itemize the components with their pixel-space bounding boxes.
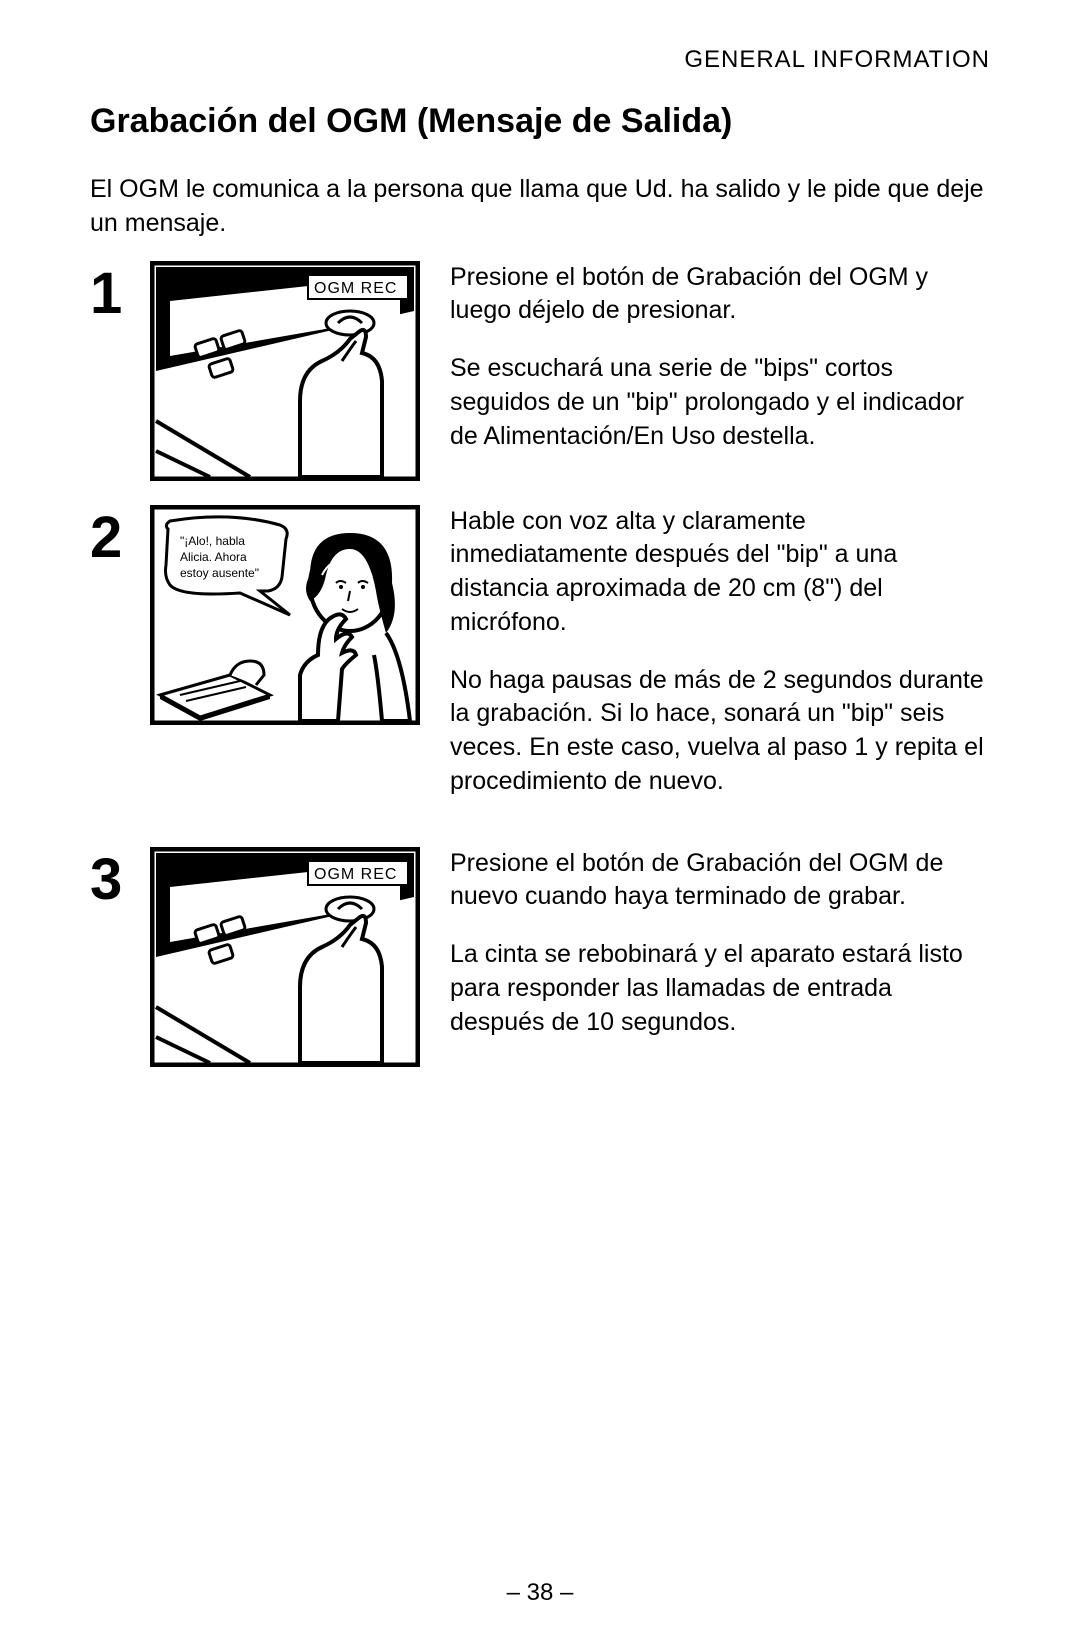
ogm-rec-label: OGM REC [314, 280, 397, 297]
intro-paragraph: El OGM le comunica a la persona que llam… [90, 173, 990, 241]
manual-page: GENERAL INFORMATION Grabación del OGM (M… [0, 0, 1080, 1647]
steps-list: 1 OGM REC [90, 261, 990, 1091]
step-number: 3 [90, 847, 150, 1067]
ogm-press-illustration-icon: OGM REC [150, 261, 420, 481]
step-figure: OGM REC [150, 261, 420, 481]
paragraph: No haga pausas de más de 2 segundos dura… [450, 664, 990, 799]
paragraph: Hable con voz alta y claramente inmediat… [450, 505, 990, 640]
step-figure: OGM REC [150, 847, 420, 1067]
paragraph: Presione el botón de Grabación del OGM d… [450, 847, 990, 915]
paragraph: Presione el botón de Grabación del OGM y… [450, 261, 990, 329]
step-number: 1 [90, 261, 150, 481]
step-text: Presione el botón de Grabación del OGM d… [450, 847, 990, 1067]
person-speaking-illustration-icon: "¡Alo!, habla Alicia. Ahora estoy ausent… [150, 505, 420, 725]
bubble-line: Alicia. Ahora [180, 550, 247, 564]
step-number: 2 [90, 505, 150, 823]
paragraph: Se escuchará una serie de "bips" cortos … [450, 352, 990, 453]
bubble-line: estoy ausente" [180, 566, 259, 580]
ogm-rec-label: OGM REC [314, 866, 397, 883]
step-1: 1 OGM REC [90, 261, 990, 481]
step-text: Hable con voz alta y claramente inmediat… [450, 505, 990, 823]
step-3: 3 OGM REC [90, 847, 990, 1067]
step-2: 2 "¡Alo!, habla Alicia. Ahora estoy ause… [90, 505, 990, 823]
bubble-line: "¡Alo!, habla [180, 534, 245, 548]
running-header: GENERAL INFORMATION [90, 46, 990, 74]
page-number: – 38 – [0, 1579, 1080, 1607]
ogm-press-illustration-icon: OGM REC [150, 847, 420, 1067]
step-figure: "¡Alo!, habla Alicia. Ahora estoy ausent… [150, 505, 420, 823]
page-title: Grabación del OGM (Mensaje de Salida) [90, 102, 990, 141]
paragraph: La cinta se rebobinará y el aparato esta… [450, 938, 990, 1039]
step-text: Presione el botón de Grabación del OGM y… [450, 261, 990, 481]
